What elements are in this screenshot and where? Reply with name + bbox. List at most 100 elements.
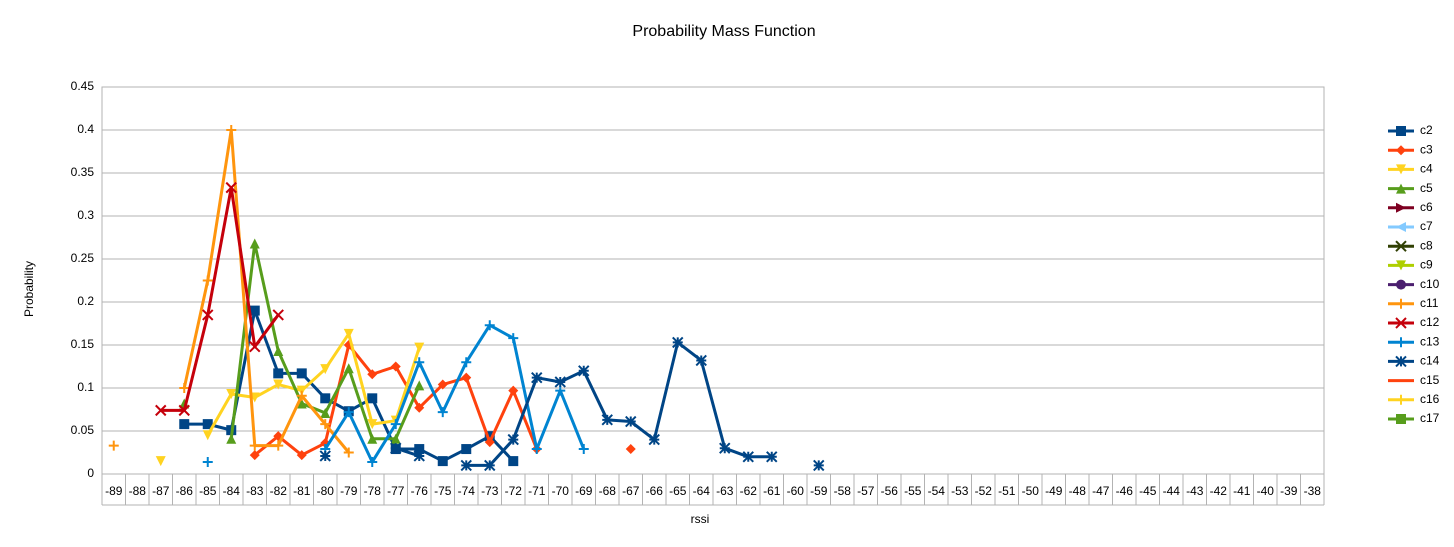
data-point <box>343 363 354 374</box>
data-point <box>508 333 519 344</box>
x-tick-label: -89 <box>105 484 123 498</box>
data-point <box>272 309 284 321</box>
data-point <box>1396 337 1406 348</box>
data-point <box>343 447 354 458</box>
series-line <box>396 342 819 465</box>
data-point <box>508 385 519 396</box>
legend-label: c17 <box>1420 411 1440 425</box>
data-point <box>1396 260 1406 271</box>
data-point <box>625 444 636 455</box>
data-point <box>296 368 307 379</box>
legend-label: c16 <box>1420 392 1440 406</box>
legend-label: c7 <box>1420 219 1433 233</box>
legend-label: c9 <box>1420 258 1433 272</box>
data-point <box>320 407 331 418</box>
data-point <box>178 404 190 417</box>
data-point <box>226 389 237 400</box>
x-tick-label: -60 <box>787 484 805 498</box>
legend-entry: c11 <box>1388 296 1439 310</box>
data-point <box>249 341 261 353</box>
x-tick-label: -39 <box>1280 484 1298 498</box>
data-point <box>249 305 260 316</box>
data-point <box>1396 202 1406 213</box>
y-tick-label: 0.35 <box>71 165 95 179</box>
data-point <box>296 450 307 461</box>
data-point <box>413 450 425 462</box>
x-tick-label: -82 <box>270 484 288 498</box>
data-point <box>320 393 331 404</box>
legend-label: c15 <box>1420 373 1440 387</box>
data-point <box>202 309 214 321</box>
data-point <box>108 440 119 451</box>
legend-label: c10 <box>1420 277 1440 291</box>
x-tick-label: -65 <box>669 484 687 498</box>
x-tick-label: -80 <box>317 484 335 498</box>
legend-label: c12 <box>1420 315 1440 329</box>
x-tick-label: -66 <box>646 484 664 498</box>
data-point <box>273 440 284 451</box>
legend-entry: c5 <box>1388 181 1433 195</box>
data-point <box>273 379 284 390</box>
legend-entry: c10 <box>1388 277 1440 291</box>
legend-label: c4 <box>1420 162 1433 176</box>
x-tick-label: -48 <box>1069 484 1087 498</box>
x-tick-label: -52 <box>975 484 993 498</box>
x-tick-label: -83 <box>246 484 264 498</box>
data-point <box>1396 222 1406 232</box>
data-point <box>1395 240 1407 252</box>
data-point <box>554 376 566 388</box>
data-point <box>531 371 543 384</box>
data-point <box>367 433 378 444</box>
data-point <box>296 385 307 396</box>
legend-label: c13 <box>1420 334 1440 348</box>
x-tick-label: -73 <box>481 484 499 498</box>
y-axis-label: Probability <box>22 261 36 317</box>
x-tick-label: -64 <box>693 484 711 498</box>
legend-entry: c4 <box>1388 162 1433 176</box>
data-point <box>414 357 425 368</box>
legend-entry: c2 <box>1388 123 1433 137</box>
data-point <box>226 433 237 444</box>
x-tick-label: -57 <box>857 484 875 498</box>
data-point <box>648 433 660 446</box>
data-point <box>414 380 425 391</box>
y-tick-label: 0.1 <box>77 380 94 394</box>
legend-label: c2 <box>1420 123 1433 137</box>
data-point <box>273 346 284 357</box>
x-axis-label: rssi <box>691 512 710 526</box>
x-tick-label: -68 <box>599 484 617 498</box>
x-tick-label: -61 <box>763 484 781 498</box>
legend-label: c14 <box>1420 354 1440 368</box>
data-point <box>296 398 307 409</box>
data-point <box>202 430 213 441</box>
data-point <box>508 456 519 467</box>
legend-entry: c6 <box>1388 200 1433 214</box>
data-point <box>390 361 401 372</box>
data-point <box>343 328 354 339</box>
series-line <box>206 332 421 437</box>
x-tick-label: -78 <box>364 484 382 498</box>
x-tick-label: -72 <box>505 484 523 498</box>
data-point <box>578 444 589 455</box>
data-point <box>367 419 378 430</box>
plot-area <box>101 86 1325 475</box>
legend-label: c8 <box>1420 238 1433 252</box>
x-tick-label: -88 <box>129 484 147 498</box>
x-tick-label: -76 <box>411 484 429 498</box>
x-tick-label: -56 <box>881 484 899 498</box>
data-point <box>813 459 825 472</box>
data-point <box>672 336 684 349</box>
data-point <box>1396 145 1406 156</box>
x-tick-label: -43 <box>1186 484 1204 498</box>
data-point <box>414 342 425 353</box>
legend-entry: c3 <box>1388 142 1433 156</box>
legend-entry: c7 <box>1388 219 1433 233</box>
data-point <box>437 456 448 467</box>
x-tick-label: -38 <box>1304 484 1322 498</box>
data-point <box>202 456 213 467</box>
data-point <box>1396 183 1406 194</box>
data-point <box>1396 164 1406 175</box>
data-point <box>601 414 613 426</box>
y-tick-label: 0.4 <box>77 122 94 136</box>
